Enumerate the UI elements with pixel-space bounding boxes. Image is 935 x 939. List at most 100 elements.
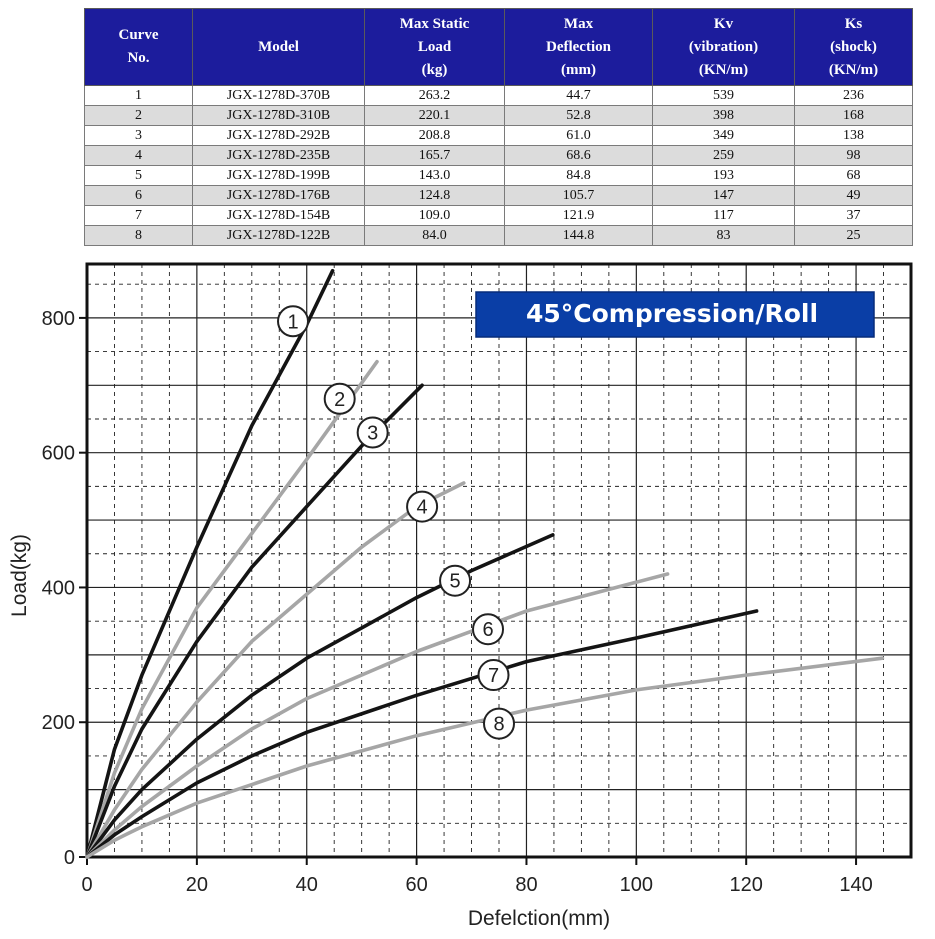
x-tick-label: 100	[620, 874, 653, 896]
cell-ks: 68	[794, 165, 913, 186]
cell-curve-no: 1	[84, 85, 193, 106]
cell-model: JGX-1278D-292B	[192, 125, 365, 146]
cell-curve-no: 3	[84, 125, 193, 146]
curve-label-circle	[472, 613, 505, 646]
cell-ks: 25	[794, 225, 913, 246]
cell-max-load: 263.2	[364, 85, 505, 106]
cell-model: JGX-1278D-199B	[192, 165, 365, 186]
table-row: 7 JGX-1278D-154B 109.0 121.9 117 37	[84, 205, 913, 226]
table-row: 3 JGX-1278D-292B 208.8 61.0 349 138	[84, 125, 913, 146]
curve-label-7: 7	[488, 665, 499, 687]
series-line-curve-3	[85, 383, 424, 859]
series-line-curve-2	[85, 359, 379, 859]
cell-max-deflection: 68.6	[504, 145, 653, 166]
chart-title-box	[475, 291, 875, 338]
x-tick-label: 20	[186, 874, 208, 896]
cell-kv: 398	[652, 105, 795, 126]
curve-label-circle	[439, 564, 472, 597]
curve-label-1: 1	[287, 311, 298, 333]
curve-label-5: 5	[449, 571, 460, 593]
cell-model: JGX-1278D-176B	[192, 185, 365, 206]
curve-label-4: 4	[417, 497, 428, 519]
table-row: 4 JGX-1278D-235B 165.7 68.6 259 98	[84, 145, 913, 166]
cell-kv: 349	[652, 125, 795, 146]
cell-kv: 147	[652, 185, 795, 206]
curve-label-circle	[483, 707, 515, 740]
header-curve-no: Curve No.	[84, 8, 193, 86]
cell-max-load: 109.0	[364, 205, 505, 226]
curve-label-2: 2	[334, 389, 345, 411]
cell-max-deflection: 121.9	[504, 205, 653, 226]
chart-title: 45°Compression/Roll	[526, 299, 818, 328]
cell-max-load: 143.0	[364, 165, 505, 186]
cell-max-load: 208.8	[364, 125, 505, 146]
curve-label-circle	[323, 382, 356, 415]
cell-max-load: 84.0	[364, 225, 505, 246]
x-tick-label: 120	[730, 874, 763, 896]
curve-label-circle	[477, 659, 510, 692]
cell-curve-no: 7	[84, 205, 193, 226]
header-kv: Kv (vibration) (KN/m)	[652, 8, 795, 86]
cell-kv: 539	[652, 85, 795, 106]
table-row: 6 JGX-1278D-176B 124.8 105.7 147 49	[84, 185, 913, 206]
x-tick-label: 80	[515, 874, 537, 896]
cell-ks: 138	[794, 125, 913, 146]
cell-ks: 98	[794, 145, 913, 166]
series-line-curve-4	[85, 481, 466, 859]
load-deflection-chart: 0 20 40 60 80 100 120 140 0 200 400 600 800 Defelctio…	[8, 262, 913, 930]
cell-ks: 236	[794, 85, 913, 106]
cell-model: JGX-1278D-154B	[192, 205, 365, 226]
cell-curve-no: 8	[84, 225, 193, 246]
cell-kv: 193	[652, 165, 795, 186]
cell-max-deflection: 61.0	[504, 125, 653, 146]
cell-model: JGX-1278D-310B	[192, 105, 365, 126]
table-row: 1 JGX-1278D-370B 263.2 44.7 539 236	[84, 85, 913, 106]
cell-max-deflection: 44.7	[504, 85, 653, 106]
cell-model: JGX-1278D-235B	[192, 145, 365, 166]
x-tick-label: 40	[296, 874, 318, 896]
curve-label-circle	[277, 305, 309, 338]
y-tick-label: 800	[42, 308, 75, 330]
table-row: 8 JGX-1278D-122B 84.0 144.8 83 25	[84, 225, 913, 246]
cell-model: JGX-1278D-370B	[192, 85, 365, 106]
series-line-curve-8	[85, 656, 885, 859]
x-tick-label: 140	[839, 874, 872, 896]
cell-curve-no: 4	[84, 145, 193, 166]
cell-ks: 37	[794, 205, 913, 226]
cell-max-deflection: 105.7	[504, 185, 653, 206]
series-line-curve-7	[85, 609, 759, 859]
cell-max-deflection: 144.8	[504, 225, 653, 246]
curve-label-6: 6	[482, 619, 493, 641]
curve-label-3: 3	[367, 422, 378, 444]
x-axis-label: Defelction(mm)	[468, 907, 610, 930]
curve-label-circle	[356, 416, 389, 449]
table-row: 2 JGX-1278D-310B 220.1 52.8 398 168	[84, 105, 913, 126]
y-tick-label: 0	[64, 847, 75, 869]
cell-kv: 117	[652, 205, 795, 226]
y-tick-label: 400	[42, 577, 75, 599]
curve-label-circle	[406, 490, 439, 523]
header-ks: Ks (shock) (KN/m)	[794, 8, 913, 86]
plot-frame	[85, 262, 913, 859]
x-tick-label: 60	[405, 874, 427, 896]
cell-curve-no: 6	[84, 185, 193, 206]
cell-max-deflection: 84.8	[504, 165, 653, 186]
spec-table: Curve No. Model Max Static Load (kg) Max…	[84, 8, 913, 246]
cell-curve-no: 2	[84, 105, 193, 126]
cell-curve-no: 5	[84, 165, 193, 186]
y-tick-label: 200	[42, 712, 75, 734]
table-header-row: Curve No. Model Max Static Load (kg) Max…	[84, 8, 913, 86]
x-tick-label: 0	[81, 874, 92, 896]
cell-kv: 83	[652, 225, 795, 246]
cell-max-load: 220.1	[364, 105, 505, 126]
cell-kv: 259	[652, 145, 795, 166]
cell-model: JGX-1278D-122B	[192, 225, 365, 246]
cell-ks: 168	[794, 105, 913, 126]
header-max-deflection: Max Deflection (mm)	[504, 8, 653, 86]
header-max-static-load: Max Static Load (kg)	[364, 8, 505, 86]
table-row: 5 JGX-1278D-199B 143.0 84.8 193 68	[84, 165, 913, 186]
curve-label-8: 8	[493, 714, 504, 736]
cell-max-load: 165.7	[364, 145, 505, 166]
y-axis-label: Load(kg)	[8, 534, 31, 617]
cell-max-deflection: 52.8	[504, 105, 653, 126]
